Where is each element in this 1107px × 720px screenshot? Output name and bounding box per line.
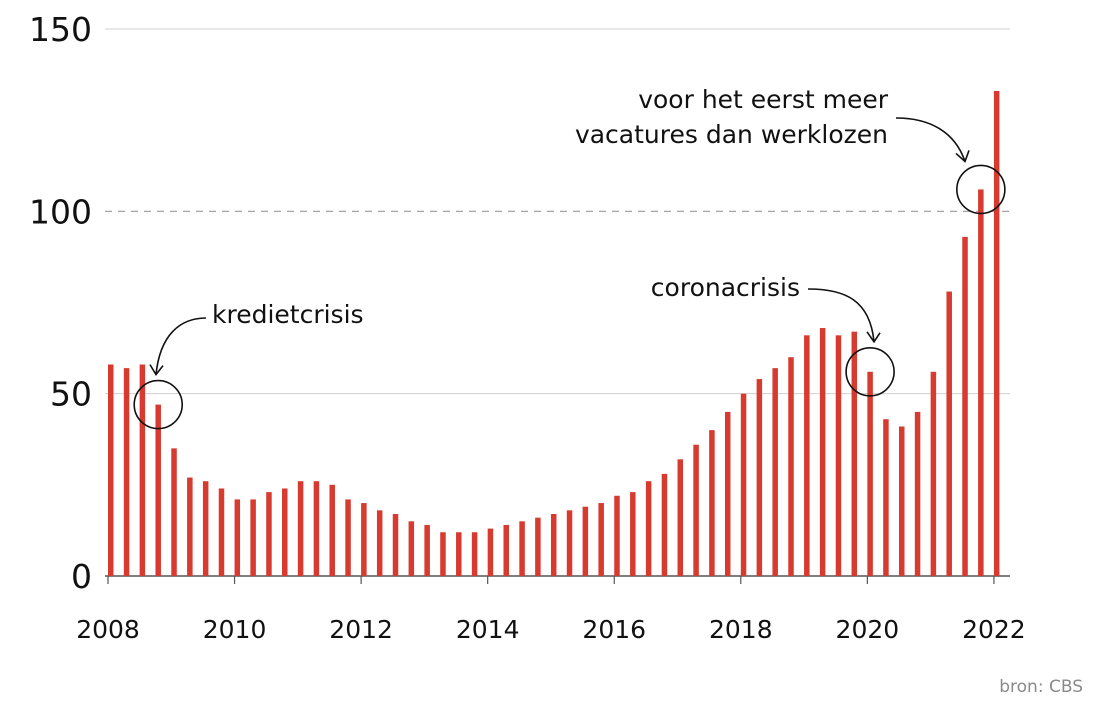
- y-tick-label: 50: [50, 375, 92, 414]
- bar: [693, 444, 699, 576]
- annotation-arrow: [895, 117, 966, 162]
- bar: [819, 328, 826, 576]
- y-tick-label: 0: [71, 557, 92, 596]
- bar: [677, 459, 684, 576]
- bar: [503, 524, 509, 576]
- bar: [756, 379, 763, 576]
- annotation-text: coronacrisis: [651, 273, 800, 302]
- bar-series: [108, 90, 1000, 577]
- bar: [329, 484, 335, 576]
- x-tick-label: 2012: [329, 615, 393, 644]
- bar: [155, 404, 161, 576]
- highlight-circle: [956, 164, 1006, 215]
- bar: [645, 481, 652, 576]
- bar: [788, 357, 794, 576]
- bar: [993, 90, 1000, 576]
- bar: [946, 291, 952, 576]
- bar: [282, 488, 288, 576]
- bar: [930, 371, 937, 576]
- bar: [962, 236, 968, 577]
- bar: [297, 481, 304, 576]
- bar: [724, 411, 731, 576]
- x-tick-label: 2020: [836, 615, 900, 644]
- arrow-head: [866, 331, 881, 344]
- x-tick-label: 2014: [456, 615, 520, 644]
- bar: [835, 335, 842, 576]
- bar: [392, 514, 399, 576]
- bar: [408, 521, 415, 576]
- bar: [851, 331, 858, 576]
- annotation-text: vacatures dan werklozen: [575, 120, 888, 149]
- y-tick-label: 100: [29, 192, 92, 231]
- bar: [487, 528, 494, 576]
- annotation-text: kredietcrisis: [212, 300, 364, 329]
- bar: [772, 368, 778, 576]
- bar: [123, 368, 130, 576]
- x-tick-label: 2022: [962, 615, 1026, 644]
- bar: [471, 532, 478, 576]
- bar: [566, 510, 573, 576]
- bar: [234, 499, 241, 576]
- bar: [883, 419, 889, 576]
- bar: [535, 517, 541, 576]
- bar: [440, 532, 446, 576]
- bar: [978, 189, 984, 576]
- x-tick-label: 2016: [582, 615, 646, 644]
- bar: [361, 503, 367, 576]
- highlight-circle: [133, 379, 184, 430]
- bar: [202, 481, 209, 576]
- bar: [550, 514, 557, 576]
- arrow-head: [149, 364, 164, 377]
- x-tick-label: 2018: [709, 615, 773, 644]
- source-label: bron: CBS: [999, 677, 1083, 697]
- bar: [139, 364, 146, 576]
- bar: [804, 335, 810, 576]
- arrow-head: [955, 150, 970, 163]
- bar: [709, 430, 715, 576]
- annotation-arrow: [807, 288, 875, 342]
- bar: [218, 488, 225, 576]
- bar: [456, 532, 462, 576]
- bar: [108, 364, 114, 576]
- x-tick-label: 2010: [203, 615, 267, 644]
- bar: [661, 473, 668, 576]
- bar: [424, 524, 430, 576]
- x-axis: 2008 2010 2012 2014 2016 2018 2020 2022: [76, 576, 1026, 644]
- bar: [582, 506, 589, 576]
- bar: [914, 411, 921, 576]
- y-tick-label: 150: [29, 10, 92, 49]
- annotation-text: voor het eerst meer: [638, 85, 889, 114]
- bar: [867, 371, 873, 576]
- highlight-circle: [845, 346, 895, 397]
- bar: [313, 481, 320, 576]
- bar: [266, 492, 272, 576]
- bar: [740, 393, 747, 576]
- bar: [187, 477, 193, 576]
- annotation-arrow: [155, 317, 207, 375]
- x-tick-label: 2008: [76, 615, 140, 644]
- bar: [376, 510, 383, 576]
- bar: [899, 426, 905, 576]
- annotations: kredietcrisis coronacrisis voor het eerst …: [133, 85, 1006, 430]
- bar: [614, 495, 620, 576]
- bar: [630, 492, 636, 576]
- bar: [345, 499, 351, 576]
- bar: [598, 503, 604, 576]
- bar: [519, 521, 525, 576]
- bar: [250, 499, 256, 576]
- bar: [171, 448, 177, 576]
- y-axis: 0 50 100 150: [29, 10, 92, 596]
